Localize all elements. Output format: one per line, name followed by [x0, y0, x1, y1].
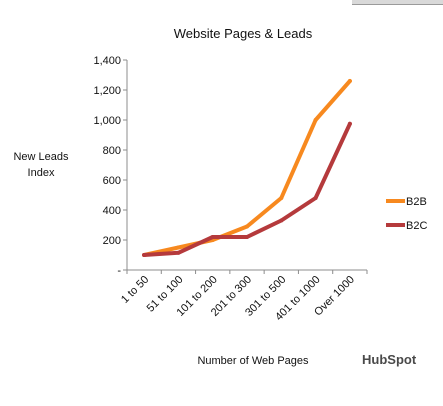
window-edge: [352, 0, 443, 5]
chart-title: Website Pages & Leads: [174, 26, 313, 41]
hubspot-logo: HubSpot: [362, 352, 417, 367]
y-tick-label: 600: [103, 175, 121, 187]
data-point-b2b: [347, 79, 352, 83]
series-lines: [142, 79, 352, 257]
data-point-b2b: [313, 118, 318, 122]
y-tick-label: 400: [103, 205, 121, 217]
y-axis-label: New Leads Index: [13, 151, 69, 179]
series-line-b2b: [142, 79, 352, 257]
y-tick-label: 800: [103, 145, 121, 157]
data-point-b2c: [142, 253, 147, 257]
data-point-b2c: [245, 235, 249, 239]
legend-label-b2c: B2C: [406, 220, 427, 232]
x-axis-label: Number of Web Pages: [197, 355, 309, 367]
y-tick-label: 1,400: [93, 55, 121, 67]
y-tick-label: 200: [103, 235, 121, 247]
legend: B2B B2C: [386, 196, 427, 232]
data-point-b2b: [245, 224, 249, 229]
x-tick-label: 1 to 50: [119, 274, 151, 306]
data-point-b2c: [347, 121, 352, 126]
data-point-b2b: [279, 196, 284, 200]
legend-label-b2b: B2B: [406, 196, 427, 208]
data-point-b2c: [176, 250, 181, 255]
hubspot-logo-text: HubSpot: [362, 352, 417, 367]
data-point-b2c: [210, 235, 215, 239]
y-tick-label: 1,200: [93, 85, 121, 97]
y-axis-ticks: - 200 400 600 800 1,000 1,200 1,400: [93, 55, 127, 277]
data-point-b2c: [279, 218, 284, 223]
y-axis-label-line-1: New Leads: [13, 151, 69, 163]
y-tick-label: 1,000: [93, 115, 121, 127]
data-point-b2c: [313, 196, 318, 200]
y-tick-label: -: [117, 265, 121, 277]
data-point-b2b: [176, 245, 181, 250]
y-axis-label-line-2: Index: [28, 167, 55, 179]
